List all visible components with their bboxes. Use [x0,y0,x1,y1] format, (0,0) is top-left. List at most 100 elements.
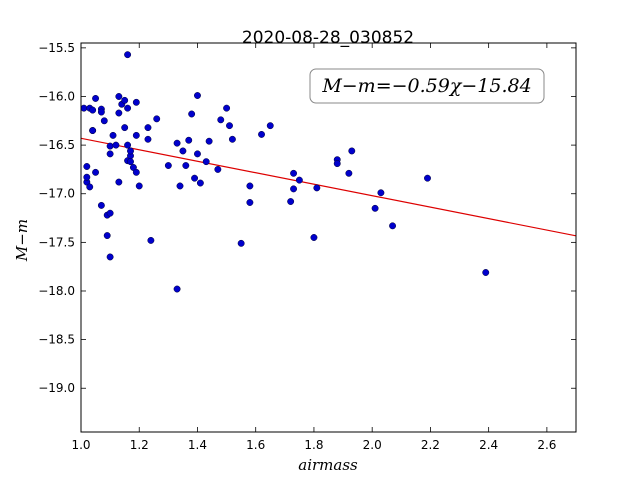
data-point [290,185,298,193]
data-point [182,162,190,169]
data-point [205,137,213,145]
data-point [92,168,100,176]
fit-equation-box [309,68,545,104]
y-tick-label: −19.0 [38,381,75,395]
data-point [106,253,114,261]
data-point [173,139,181,147]
data-point [228,135,236,143]
data-point [176,182,184,190]
y-axis-label: M−m [13,219,31,262]
data-point [89,106,97,114]
x-tick-label: 1.8 [304,438,323,452]
data-point [194,150,201,158]
data-point [124,104,132,112]
data-point [196,179,204,187]
data-point [226,122,233,130]
data-point [348,147,356,155]
data-point [377,189,385,197]
data-point [310,234,318,241]
data-point [127,147,134,155]
x-tick-label: 1.4 [188,438,207,452]
data-point [194,92,201,99]
data-point [132,98,140,106]
data-point [188,110,196,118]
data-point [106,150,114,158]
data-point [266,122,274,130]
data-point [86,183,94,191]
data-point [246,182,254,190]
data-point [83,163,91,170]
data-point [345,169,353,177]
data-point [313,184,321,192]
data-point [185,136,193,144]
data-point [121,124,129,132]
data-point [127,158,134,166]
data-point [482,269,490,276]
data-point [100,117,108,125]
y-tick-label: −17.0 [38,187,75,201]
data-point [97,108,105,116]
data-point [144,124,152,132]
data-point [83,173,91,181]
data-point [223,104,231,112]
plot-area: 1.0 1.2 1.4 1.6 1.8 2.0 2.2 2.4 2.6 −15.5 −16.0 −16… [38,41,577,452]
data-point [103,232,111,240]
x-tick-label: 1.0 [71,438,90,452]
data-point [132,131,140,139]
y-tick-label: −18.5 [38,333,75,347]
data-point [147,236,155,244]
data-point [246,199,254,206]
data-point [121,96,129,104]
data-point [287,198,295,205]
data-point [389,222,397,230]
data-point [295,176,303,184]
x-tick-label: 1.2 [130,438,149,452]
data-point [202,158,210,166]
data-point [112,141,120,149]
chart-title: 2020-08-28_030852 [242,28,414,48]
data-point [132,168,140,176]
data-point [89,127,97,134]
y-tick-label: −17.5 [38,235,75,249]
data-point [153,115,161,123]
data-point [214,165,222,173]
data-point [173,285,181,293]
fit-equation-label: M−m=−0.59χ−15.84 [321,75,531,97]
data-point [371,204,379,212]
data-point [92,94,100,102]
plot-frame [80,42,577,433]
data-point [290,169,298,177]
data-point [97,201,105,209]
data-point [424,174,431,182]
data-point [237,239,245,247]
data-point [191,174,199,182]
y-tick-label: −16.0 [38,89,75,103]
x-tick-label: 2.2 [421,438,440,452]
data-point [258,130,265,138]
data-point [81,104,88,112]
data-point [124,141,132,149]
data-point [106,142,114,150]
data-point [115,93,123,100]
data-point [115,109,123,117]
x-tick-label: 1.6 [246,438,265,452]
y-tick-label: −15.5 [38,41,75,55]
data-point [217,116,225,124]
x-axis-label: airmass [298,456,358,474]
y-tick-label: −18.0 [38,284,75,298]
y-tick-label: −16.5 [38,138,75,152]
x-tick-label: 2.4 [479,438,498,452]
data-point [135,182,143,190]
data-point [124,51,132,59]
data-point [106,209,114,217]
x-tick-label: 2.6 [537,438,556,452]
x-tick-label: 2.0 [363,438,382,452]
data-point [179,147,187,155]
data-point [109,131,117,139]
data-point [333,160,341,168]
data-point [115,178,123,186]
data-point [144,135,152,143]
data-point [164,162,172,169]
fit-line [81,137,576,237]
